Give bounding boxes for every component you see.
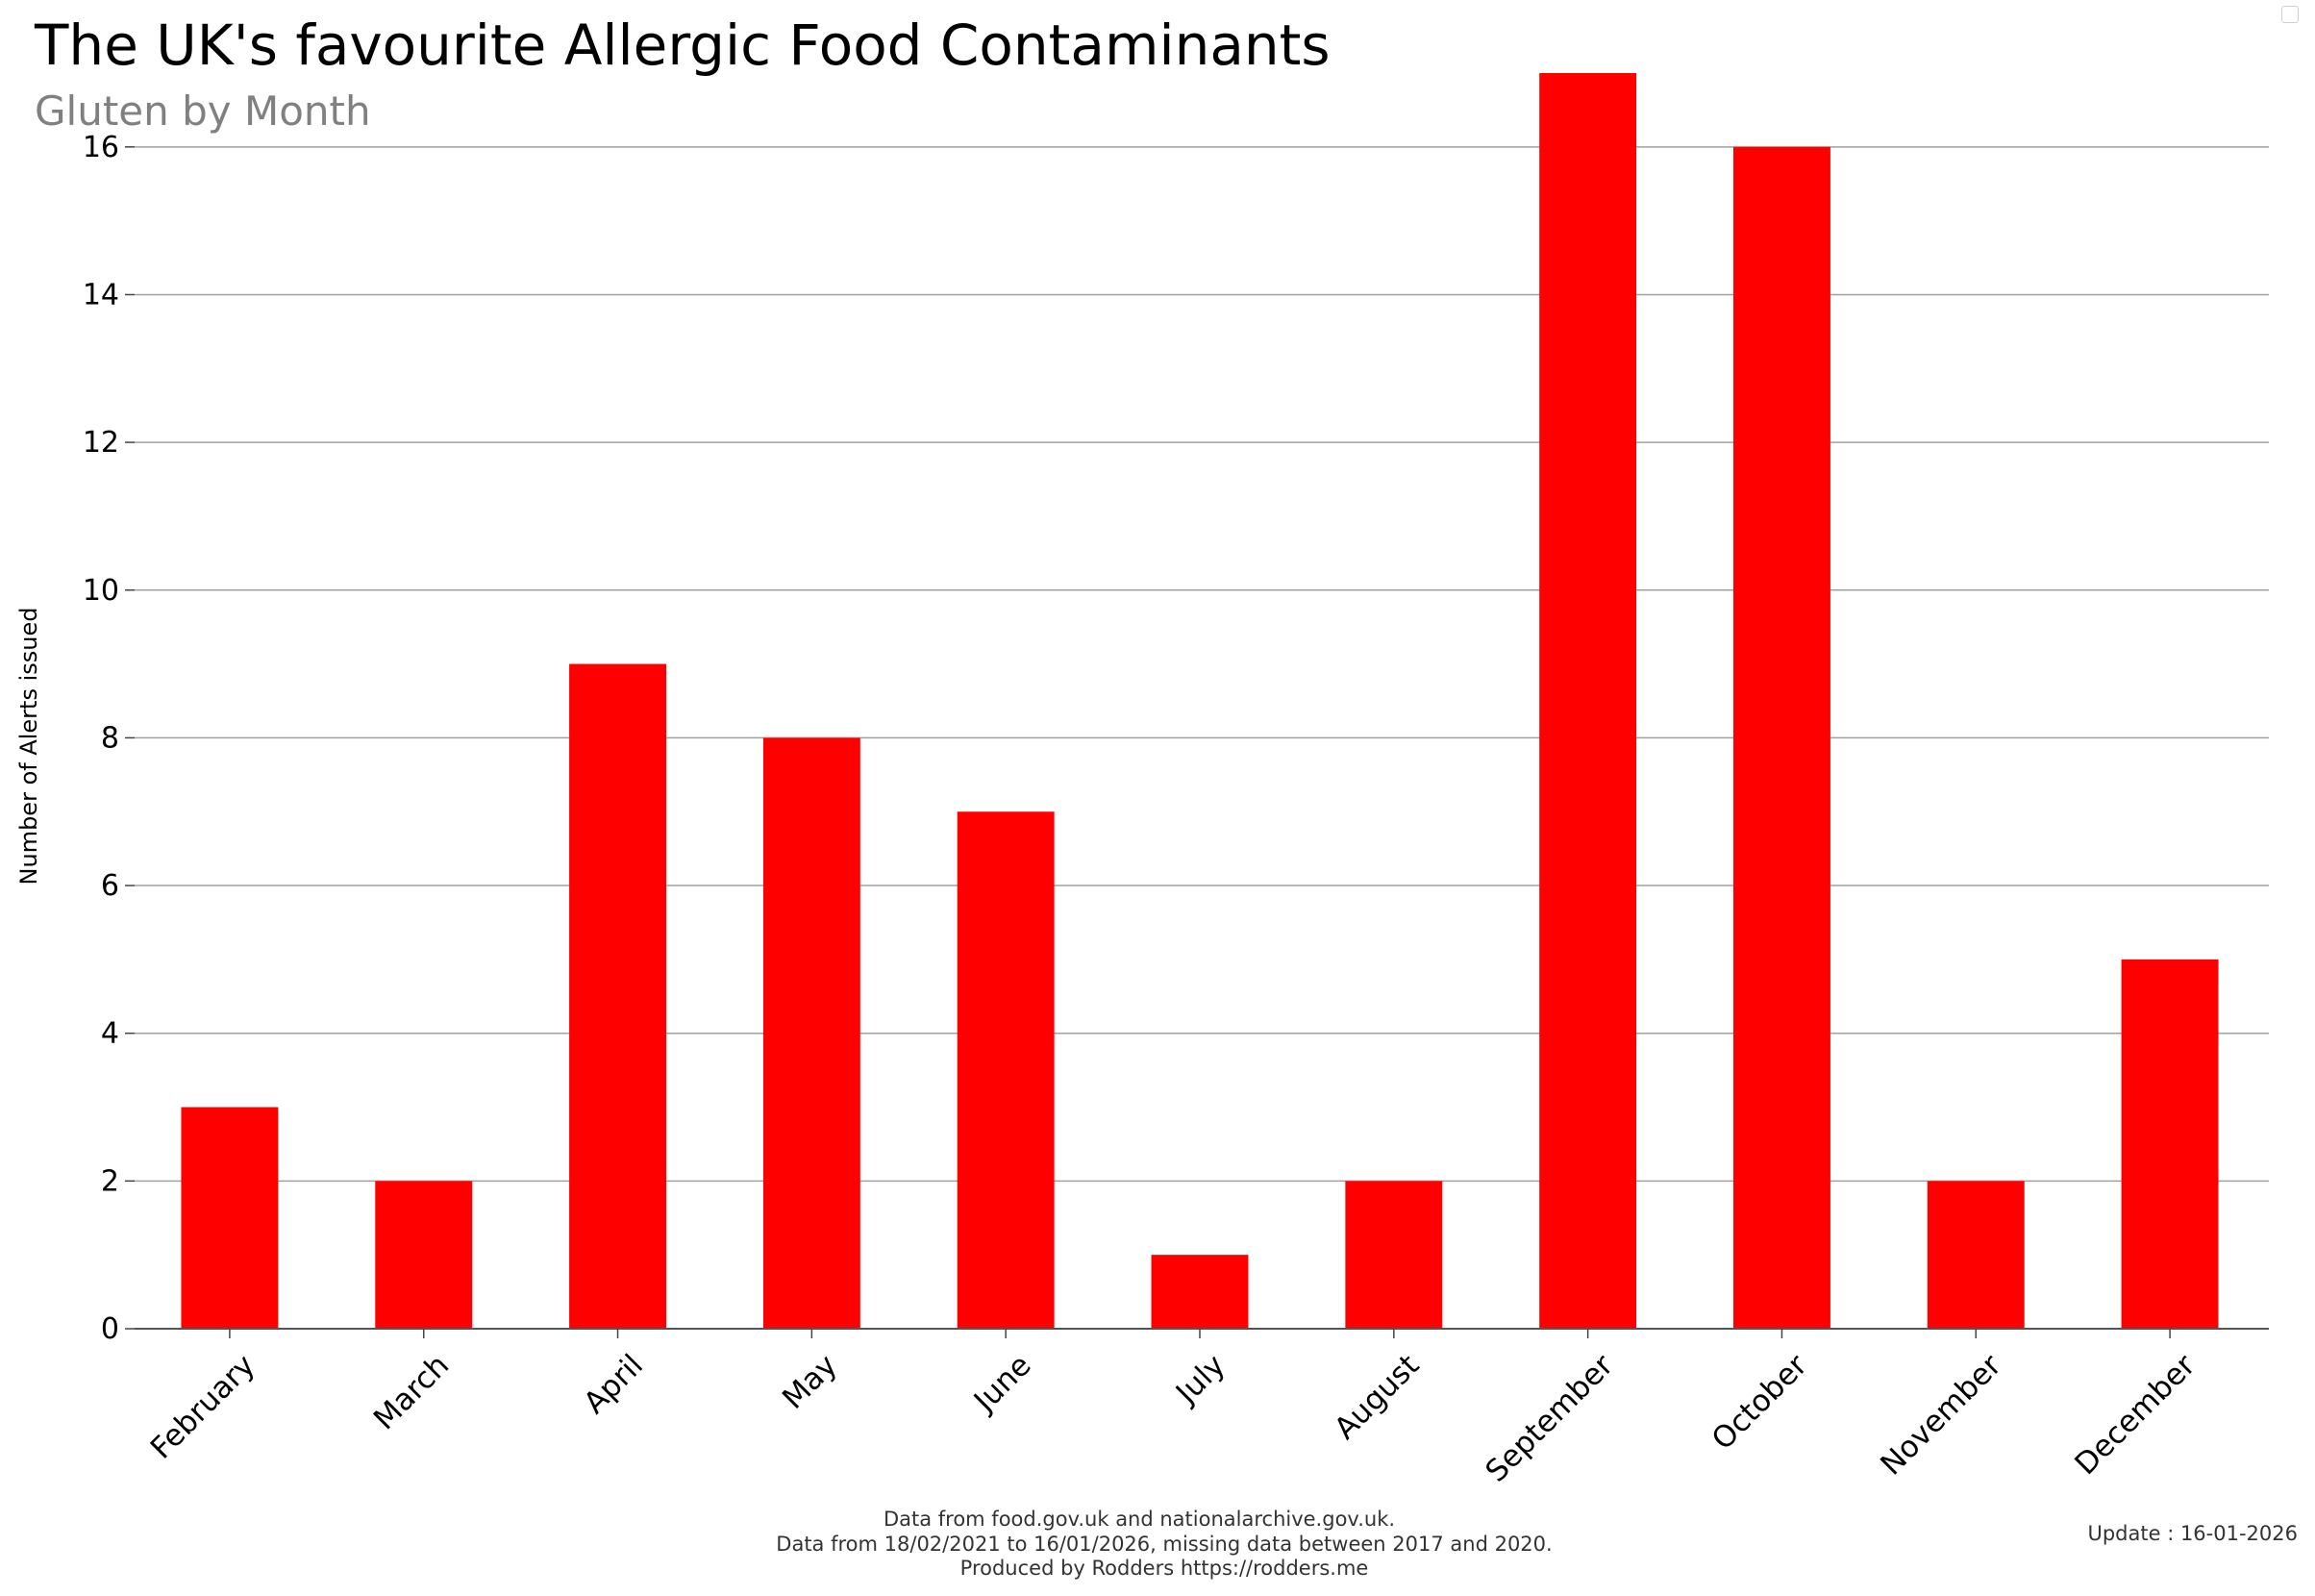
source-line-1: Data from food.gov.uk and nationalarchiv… (884, 1508, 1395, 1531)
x-tick-label-august: August (1328, 1348, 1426, 1446)
bar-july (1151, 1255, 1249, 1329)
bar-august (1345, 1181, 1443, 1329)
y-tick-label: 12 (83, 426, 119, 460)
x-tick-labels: February March April May June July August Septe… (144, 1329, 2203, 1489)
legend-toggle-checkbox[interactable] (2281, 6, 2299, 23)
chart-subtitle: Gluten by Month (35, 87, 371, 135)
y-tick-label: 4 (101, 1017, 119, 1051)
x-tick-label-july: July (1168, 1348, 1232, 1411)
bar-may (762, 737, 860, 1329)
bar-february (181, 1107, 279, 1329)
x-tick-label-march: March (367, 1348, 456, 1436)
y-tick-label: 2 (101, 1164, 119, 1198)
x-tick-label-april: April (577, 1348, 650, 1421)
y-tick-label: 10 (83, 574, 119, 608)
bar-march (375, 1181, 473, 1329)
y-tick-label: 16 (83, 131, 119, 164)
bar-november (1927, 1181, 2025, 1329)
x-tick-label-september: September (1480, 1348, 1621, 1489)
source-line-3: Produced by Rodders https://rodders.me (960, 1557, 1369, 1580)
x-tick-label-june: June (966, 1348, 1038, 1420)
y-tick-label: 0 (101, 1312, 119, 1346)
y-tick-label: 8 (101, 721, 119, 755)
update-date: Update : 16-01-2026 (2087, 1522, 2298, 1545)
gridlines (125, 146, 2269, 1330)
x-tick-label-may: May (776, 1348, 844, 1416)
y-axis-label: Number of Alerts issued (15, 608, 42, 885)
bars (181, 73, 2219, 1330)
bar-december (2121, 959, 2219, 1329)
x-tick-label-november: November (1874, 1348, 2008, 1483)
bar-april (569, 663, 666, 1329)
bar-october (1733, 146, 1830, 1330)
x-tick-label-december: December (2068, 1348, 2202, 1482)
bar-june (957, 811, 1055, 1329)
bar-september (1539, 73, 1637, 1329)
y-tick-label: 6 (101, 869, 119, 903)
y-tick-label: 14 (83, 278, 119, 312)
chart-title: The UK's favourite Allergic Food Contami… (34, 12, 1331, 78)
y-tick-labels: 0 2 4 6 8 10 12 14 16 (83, 131, 119, 1346)
x-tick-label-february: February (144, 1348, 262, 1466)
x-tick-label-october: October (1705, 1348, 1814, 1457)
source-line-2: Data from 18/02/2021 to 16/01/2026, miss… (776, 1533, 1552, 1556)
